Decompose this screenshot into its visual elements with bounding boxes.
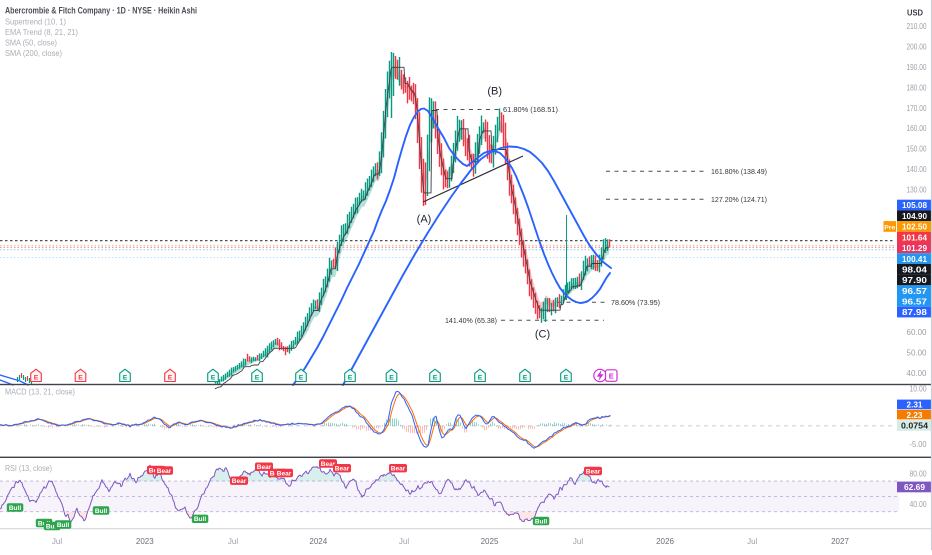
svg-text:Bull: Bull xyxy=(46,523,58,530)
svg-text:210.00: 210.00 xyxy=(907,22,927,31)
svg-text:105.08: 105.08 xyxy=(902,200,927,210)
svg-text:2.31: 2.31 xyxy=(907,400,923,410)
svg-text:87.98: 87.98 xyxy=(902,307,927,317)
svg-text:80.00: 80.00 xyxy=(910,469,927,478)
svg-text:101.29: 101.29 xyxy=(902,243,927,253)
svg-text:E: E xyxy=(34,375,39,382)
svg-text:E: E xyxy=(168,375,173,382)
svg-text:0.0754: 0.0754 xyxy=(901,421,928,431)
svg-text:Bear: Bear xyxy=(277,470,292,477)
svg-text:E: E xyxy=(564,375,569,382)
svg-text:101.64: 101.64 xyxy=(902,232,927,242)
svg-text:127.20% (124.71): 127.20% (124.71) xyxy=(711,195,767,204)
svg-text:RSI (13, close): RSI (13, close) xyxy=(5,464,52,473)
svg-text:150.00: 150.00 xyxy=(907,145,927,154)
svg-text:E: E xyxy=(78,375,83,382)
svg-text:180.00: 180.00 xyxy=(907,83,927,92)
svg-text:2024: 2024 xyxy=(309,537,327,546)
svg-text:50.00: 50.00 xyxy=(907,348,928,357)
svg-text:Jul: Jul xyxy=(399,537,409,546)
svg-text:10.00: 10.00 xyxy=(910,385,927,394)
svg-text:60.00: 60.00 xyxy=(907,328,928,337)
svg-text:61.80% (168.51): 61.80% (168.51) xyxy=(503,105,558,114)
svg-text:62.69: 62.69 xyxy=(904,482,925,492)
svg-text:130.00: 130.00 xyxy=(907,185,927,194)
svg-text:E: E xyxy=(609,372,614,381)
svg-text:Bear: Bear xyxy=(157,468,172,475)
svg-text:E: E xyxy=(433,375,438,382)
svg-text:96.57: 96.57 xyxy=(902,297,927,307)
svg-text:SMA (50, close): SMA (50, close) xyxy=(5,39,57,48)
svg-text:40.00: 40.00 xyxy=(910,500,927,509)
svg-text:E: E xyxy=(123,375,128,382)
svg-text:Bear: Bear xyxy=(321,461,336,468)
svg-text:E: E xyxy=(478,375,483,382)
svg-text:97.90: 97.90 xyxy=(902,275,927,285)
svg-text:(A): (A) xyxy=(417,214,432,226)
svg-text:Bull: Bull xyxy=(535,518,547,525)
svg-text:Jul: Jul xyxy=(52,537,62,546)
svg-text:2025: 2025 xyxy=(481,537,499,546)
svg-text:100.41: 100.41 xyxy=(902,254,927,264)
svg-text:Bull: Bull xyxy=(57,522,69,529)
svg-text:Jul: Jul xyxy=(573,537,583,546)
svg-text:141.40% (65.38): 141.40% (65.38) xyxy=(445,316,497,325)
svg-text:(C): (C) xyxy=(535,329,550,341)
svg-text:Abercrombie & Fitch Company ·: Abercrombie & Fitch Company · 1D · NYSE … xyxy=(5,6,197,16)
svg-text:-5.00: -5.00 xyxy=(910,440,928,449)
svg-text:200.00: 200.00 xyxy=(907,43,927,52)
svg-text:Bear: Bear xyxy=(257,464,272,471)
svg-text:2026: 2026 xyxy=(656,537,674,546)
svg-text:SMA (200, close): SMA (200, close) xyxy=(5,49,62,58)
svg-text:Bear: Bear xyxy=(391,466,406,473)
svg-text:161.80% (138.49): 161.80% (138.49) xyxy=(711,167,767,176)
svg-text:2027: 2027 xyxy=(831,537,849,546)
svg-text:Jul: Jul xyxy=(747,537,757,546)
svg-text:102.50: 102.50 xyxy=(902,222,927,232)
svg-text:Supertrend (10, 1): Supertrend (10, 1) xyxy=(5,17,66,26)
svg-text:96.57: 96.57 xyxy=(902,286,927,296)
svg-text:E: E xyxy=(523,375,528,382)
svg-text:Bull: Bull xyxy=(95,508,107,515)
svg-text:104.90: 104.90 xyxy=(902,211,927,221)
svg-text:170.00: 170.00 xyxy=(907,104,927,113)
svg-text:EMA Trend (8, 21, 21): EMA Trend (8, 21, 21) xyxy=(5,28,78,37)
svg-text:(B): (B) xyxy=(487,86,502,98)
svg-text:E: E xyxy=(389,375,394,382)
svg-text:2023: 2023 xyxy=(136,537,154,546)
svg-text:160.00: 160.00 xyxy=(907,124,927,133)
svg-text:Jul: Jul xyxy=(228,537,238,546)
svg-text:140.00: 140.00 xyxy=(907,165,927,174)
svg-text:Bear: Bear xyxy=(232,478,247,485)
svg-text:78.60% (73.95): 78.60% (73.95) xyxy=(611,298,660,307)
svg-text:E: E xyxy=(211,375,216,382)
svg-text:2.23: 2.23 xyxy=(907,410,923,420)
svg-text:E: E xyxy=(348,375,353,382)
svg-text:Bear: Bear xyxy=(586,468,601,475)
svg-text:Bull: Bull xyxy=(9,505,21,512)
svg-text:40.00: 40.00 xyxy=(907,369,928,378)
svg-text:98.04: 98.04 xyxy=(902,264,927,274)
svg-text:E: E xyxy=(299,375,304,382)
svg-text:190.00: 190.00 xyxy=(907,63,927,72)
svg-text:MACD (13, 21, close): MACD (13, 21, close) xyxy=(5,388,75,397)
svg-text:Pre: Pre xyxy=(884,225,895,232)
svg-text:E: E xyxy=(255,375,260,382)
svg-text:USD: USD xyxy=(907,8,923,17)
svg-text:Bull: Bull xyxy=(194,516,206,523)
svg-text:Bear: Bear xyxy=(335,466,350,473)
